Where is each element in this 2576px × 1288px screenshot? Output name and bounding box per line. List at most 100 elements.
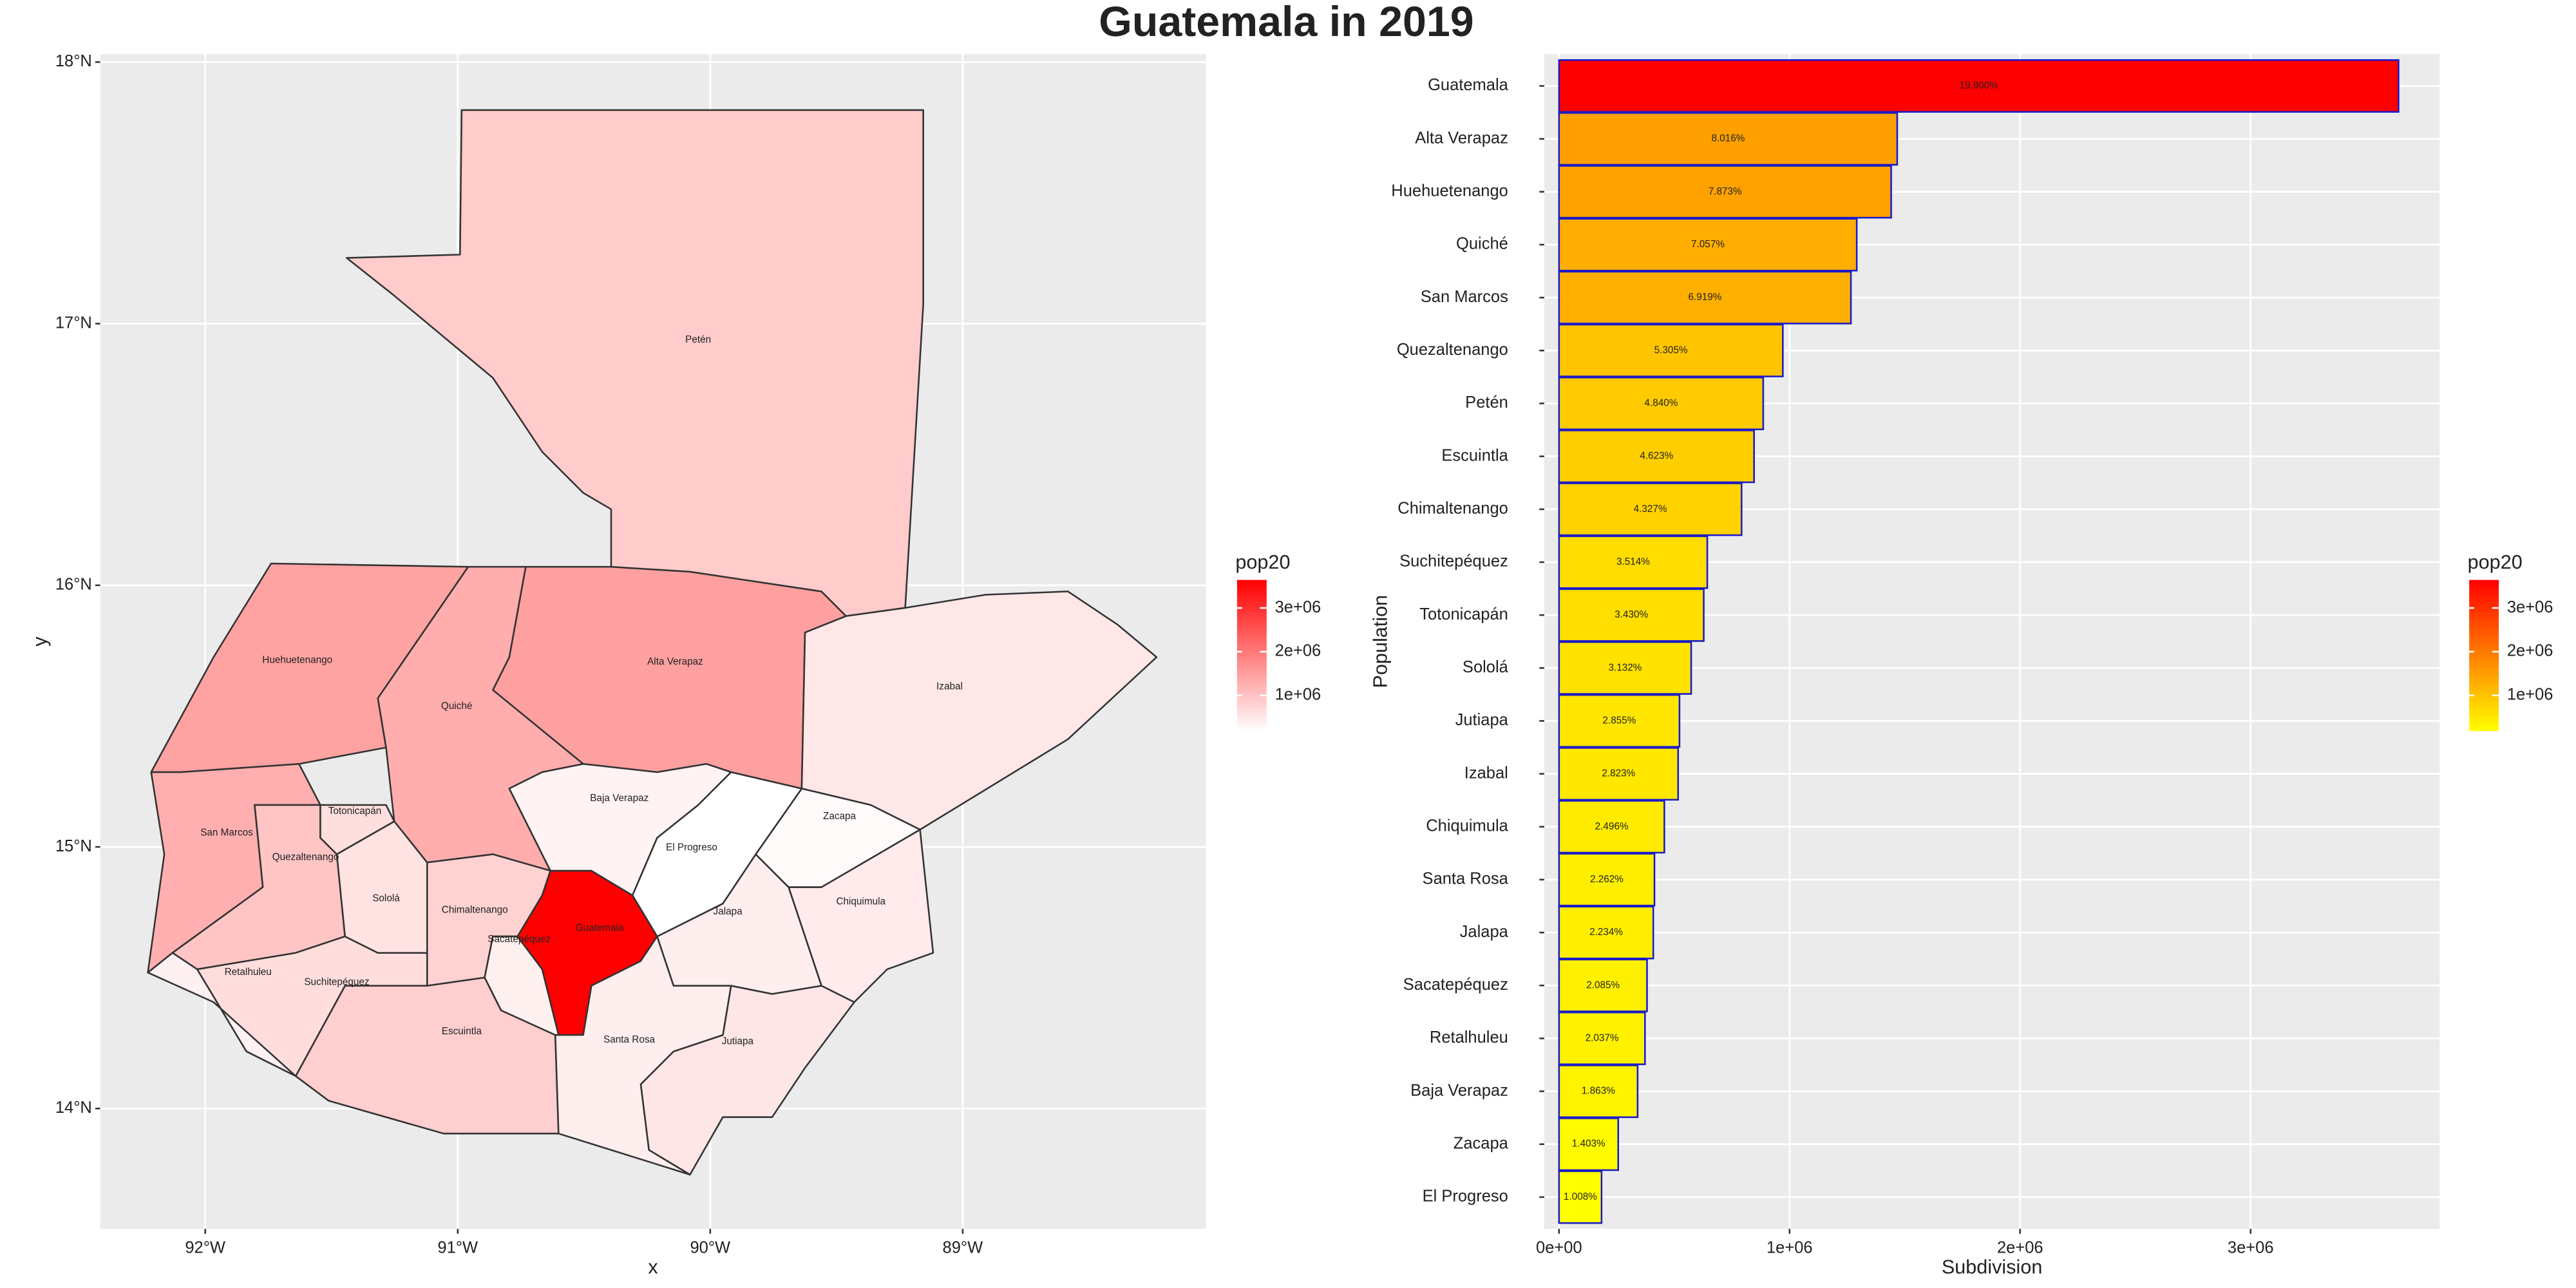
- bar-label: 2.496%: [1595, 821, 1629, 832]
- region-label: Sacatepéquez: [488, 934, 551, 945]
- bar-label: 1.403%: [1572, 1139, 1605, 1150]
- region-label: Quiché: [441, 701, 472, 712]
- bar: [1558, 1117, 1620, 1171]
- region-label: Totonicapán: [328, 806, 382, 817]
- region: [800, 591, 1158, 831]
- bar-label: 2.234%: [1589, 927, 1623, 938]
- bar-label: 1.863%: [1582, 1086, 1615, 1097]
- region-label: Chimaltenango: [442, 904, 508, 915]
- y-tick-label: Guatemala: [1428, 76, 1509, 94]
- bar: [1558, 1011, 1646, 1065]
- colorbar: [2469, 580, 2499, 732]
- y-tick-label: San Marcos: [1421, 288, 1508, 306]
- region-label: Alta Verapaz: [647, 656, 703, 667]
- bar-label: 3.132%: [1609, 662, 1642, 673]
- bar-label: 2.823%: [1602, 768, 1635, 779]
- bar: [1558, 1065, 1639, 1119]
- y-tick-label: 17°N: [55, 314, 92, 332]
- bar: [1558, 747, 1680, 801]
- x-axis-title: x: [648, 1256, 658, 1278]
- legend-title: pop20: [1235, 551, 1290, 573]
- legend-tick-label: 2e+06: [2507, 642, 2553, 660]
- y-tick-label: 14°N: [55, 1099, 92, 1117]
- y-tick-label: 18°N: [55, 52, 92, 70]
- x-tick-label: 89°W: [943, 1239, 983, 1257]
- y-tick-label: Alta Verapaz: [1415, 129, 1508, 147]
- bar: [1558, 535, 1709, 589]
- region-label: Jutiapa: [722, 1036, 754, 1046]
- bar-label: 4.840%: [1644, 397, 1678, 408]
- bar-label: 3.514%: [1616, 556, 1650, 567]
- region: [336, 820, 428, 954]
- y-tick-label: Escuintla: [1441, 446, 1508, 464]
- region-label: Escuintla: [442, 1026, 482, 1037]
- region: [554, 935, 732, 1176]
- bar-label: 8.016%: [1711, 133, 1745, 144]
- y-tick-label: Retalhuleu: [1430, 1028, 1508, 1046]
- bar-label: 5.305%: [1654, 345, 1688, 355]
- region: [147, 952, 297, 1077]
- bar: [1558, 641, 1692, 695]
- region-label: San Marcos: [200, 827, 253, 838]
- bar-label: 2.855%: [1602, 715, 1636, 726]
- y-tick-label: Zacapa: [1454, 1134, 1509, 1152]
- y-axis-title: y: [29, 636, 51, 647]
- region-label: El Progreso: [666, 842, 717, 853]
- legend-title: pop20: [2468, 551, 2523, 573]
- y-tick-label: Quezaltenango: [1397, 341, 1508, 359]
- region-label: Santa Rosa: [603, 1034, 655, 1045]
- region: [484, 935, 560, 1036]
- region-label: Izabal: [936, 681, 963, 692]
- bar: [1558, 430, 1755, 484]
- x-tick-label: 91°W: [437, 1239, 478, 1257]
- y-tick-label: Quiché: [1456, 235, 1508, 253]
- legend-tick-label: 2e+06: [1275, 642, 1321, 660]
- bar-label: 4.327%: [1634, 504, 1667, 515]
- y-axis-title: Population: [1370, 595, 1392, 688]
- bar-label: 7.057%: [1691, 239, 1725, 250]
- y-tick-label: 15°N: [55, 837, 92, 855]
- region-label: Retalhuleu: [225, 967, 272, 978]
- region: [631, 771, 803, 938]
- y-tick-label: Jutiapa: [1455, 711, 1509, 729]
- y-tick-label: Totonicapán: [1419, 605, 1508, 623]
- region-label: Sololá: [372, 893, 400, 904]
- bar: [1558, 482, 1743, 536]
- bar-label: 19.900%: [1959, 80, 1998, 91]
- bar-label: 1.008%: [1564, 1191, 1597, 1202]
- legend-tick-label: 3e+06: [1275, 598, 1321, 616]
- bar: [1558, 958, 1648, 1012]
- bar: [1558, 905, 1654, 960]
- bar: [1558, 376, 1765, 430]
- y-tick-label: El Progreso: [1423, 1188, 1508, 1206]
- colorbar: [1236, 580, 1267, 732]
- legend-tick-label: 1e+06: [2507, 686, 2553, 704]
- y-tick-label: Suchitepéquez: [1399, 553, 1508, 571]
- bar-label: 2.085%: [1586, 980, 1620, 990]
- y-tick-label: Chiquimula: [1426, 817, 1508, 835]
- x-tick-label: 1e+06: [1766, 1239, 1813, 1257]
- y-tick-label: 16°N: [55, 576, 92, 594]
- bar-label: 6.919%: [1689, 292, 1722, 303]
- bar: [1558, 323, 1784, 377]
- bar-label: 2.262%: [1590, 874, 1624, 885]
- region-label: Baja Verapaz: [590, 793, 649, 804]
- y-tick-label: Chimaltenango: [1397, 500, 1508, 518]
- bar: [1558, 694, 1681, 748]
- legend-tick-label: 3e+06: [2507, 598, 2553, 616]
- bar: [1558, 165, 1892, 219]
- x-tick-label: 90°W: [690, 1239, 731, 1257]
- y-tick-label: Izabal: [1464, 764, 1508, 782]
- x-tick-label: 0e+00: [1536, 1239, 1582, 1257]
- legend-tick-label: 1e+06: [1275, 686, 1321, 704]
- bar: [1558, 588, 1705, 642]
- region-label: Petén: [685, 334, 711, 345]
- bar: [1558, 853, 1656, 907]
- bar-label: 7.873%: [1709, 186, 1742, 197]
- x-tick-label: 3e+06: [2228, 1239, 2274, 1257]
- bar: [1558, 800, 1665, 854]
- bar: [1558, 270, 1852, 325]
- region-label: Chiquimula: [836, 896, 886, 907]
